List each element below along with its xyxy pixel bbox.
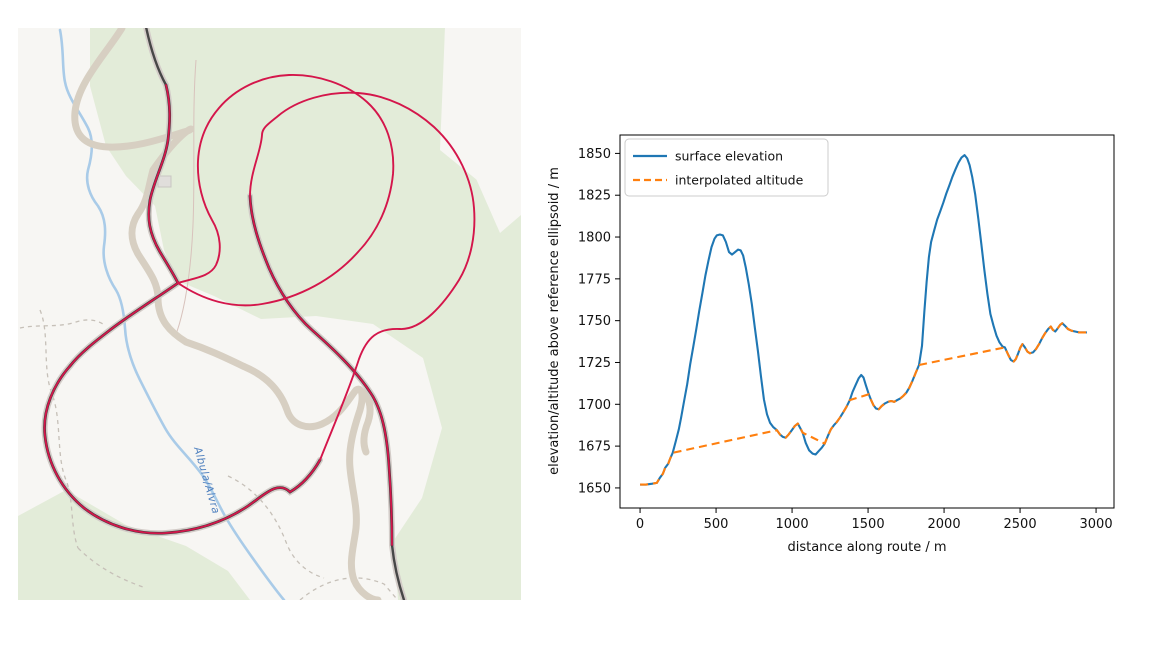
y-tick-label: 1700 (578, 398, 611, 413)
y-tick-label: 1850 (578, 147, 611, 162)
y-tick-label: 1725 (578, 356, 611, 371)
clearing-top-right (442, 28, 521, 226)
route-loop-b (249, 91, 476, 461)
chart-svg: 0 500 1000 1500 2000 2500 3000 1650 1675 1700 1725… (547, 134, 1115, 555)
y-axis-label: elevation/altitude above reference ellip… (547, 167, 562, 475)
route-open-track (43, 84, 393, 546)
x-tick-label: 1500 (852, 517, 885, 532)
legend: surface elevation interpolated altitude (624, 138, 829, 197)
map-svg: Albula/Alvra (18, 28, 521, 600)
river (58, 28, 286, 600)
map-panel: Albula/Alvra (18, 28, 521, 600)
x-tick-label: 2500 (1004, 517, 1037, 532)
x-tick-label: 1000 (776, 517, 809, 532)
y-tick-label: 1775 (578, 272, 611, 287)
route-loop-a (177, 74, 395, 307)
surface-elevation-line (640, 154, 1087, 486)
building (157, 175, 172, 188)
y-tick-label: 1650 (578, 481, 611, 496)
y-tick-label: 1825 (578, 189, 611, 204)
route-tunnel-track (177, 74, 476, 461)
legend-label-surface: surface elevation (675, 149, 783, 164)
legend-label-interpolated: interpolated altitude (675, 173, 804, 188)
minor-path (174, 59, 197, 339)
forest-area-bottom-left (18, 490, 250, 600)
railway-lines (145, 28, 406, 600)
trails (19, 309, 397, 600)
interpolated-altitude-line (640, 322, 1087, 486)
x-tick-label: 3000 (1080, 517, 1113, 532)
y-tick-label: 1675 (578, 440, 611, 455)
x-axis-label: distance along route / m (787, 540, 946, 555)
y-tick-label: 1800 (578, 231, 611, 246)
roads (71, 28, 382, 600)
y-tick-label: 1750 (578, 314, 611, 329)
elevation-chart: 0 500 1000 1500 2000 2500 3000 1650 1675 1700 1725… (545, 115, 1149, 560)
x-tick-label: 0 (636, 517, 644, 532)
legend-box (624, 138, 829, 197)
plot-border (619, 134, 1115, 509)
x-tick-label: 500 (704, 517, 729, 532)
x-tick-label: 2000 (928, 517, 961, 532)
